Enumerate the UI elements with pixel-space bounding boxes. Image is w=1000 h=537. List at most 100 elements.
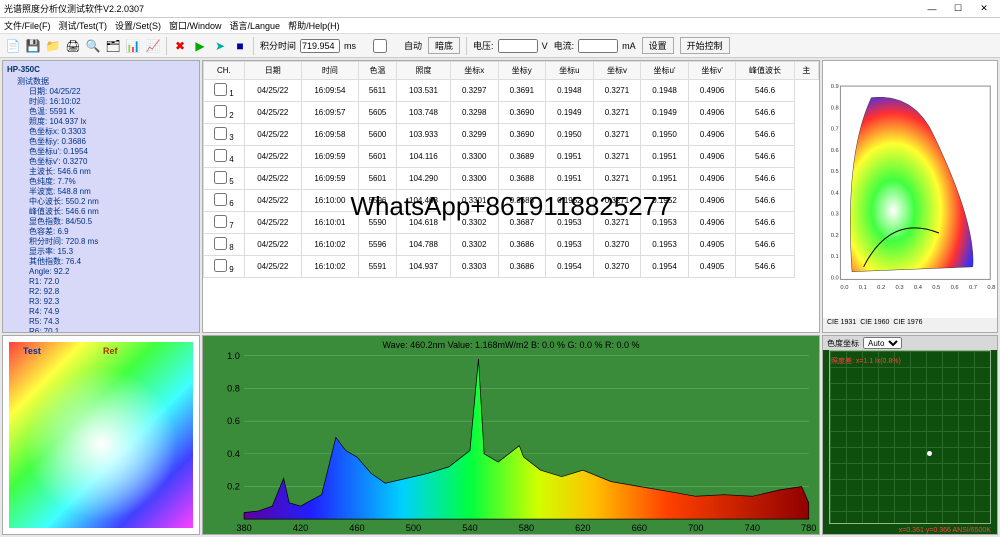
menu-help[interactable]: 帮助/Help(H) — [288, 19, 340, 32]
tree-item[interactable]: 日期: 04/25/22 — [7, 87, 195, 97]
svg-text:0.7: 0.7 — [969, 285, 977, 291]
tree-item[interactable]: 时间: 16:10:02 — [7, 97, 195, 107]
table-row[interactable]: 504/25/2216:09:595601104.2900.33000.3688… — [204, 168, 819, 190]
row-checkbox[interactable] — [214, 127, 227, 140]
table-row[interactable]: 404/25/2216:09:595601104.1160.33000.3689… — [204, 146, 819, 168]
menu-test[interactable]: 测试/Test(T) — [59, 19, 108, 32]
row-checkbox[interactable] — [214, 193, 227, 206]
row-checkbox[interactable] — [214, 259, 227, 272]
row-checkbox[interactable] — [214, 83, 227, 96]
tree-item[interactable]: 色纯度: 7.7% — [7, 177, 195, 187]
dark-button[interactable]: 暗底 — [428, 37, 460, 54]
column-header[interactable]: 日期 — [244, 62, 301, 80]
row-checkbox[interactable] — [214, 237, 227, 250]
tree-item[interactable]: 色坐标x: 0.3303 — [7, 127, 195, 137]
row-checkbox[interactable] — [214, 171, 227, 184]
integral-input[interactable] — [300, 39, 340, 53]
voltage-input[interactable] — [498, 39, 538, 53]
stop-icon[interactable]: ■ — [231, 37, 249, 55]
search-icon[interactable]: 🔍 — [84, 37, 102, 55]
cancel-icon[interactable]: ✖ — [171, 37, 189, 55]
svg-text:0.3: 0.3 — [896, 285, 904, 291]
minimize-button[interactable]: — — [920, 2, 944, 16]
go-icon[interactable]: ➤ — [211, 37, 229, 55]
play-icon[interactable]: ▶ — [191, 37, 209, 55]
svg-text:0.4: 0.4 — [227, 449, 240, 459]
device-node[interactable]: HP-350C — [7, 65, 195, 75]
table-row[interactable]: 904/25/2216:10:025591104.9370.33030.3686… — [204, 256, 819, 278]
current-input[interactable] — [578, 39, 618, 53]
cie-tab-1960[interactable]: CIE 1960 — [860, 319, 889, 331]
tree-item[interactable]: 峰值波长: 546.6 nm — [7, 207, 195, 217]
tree-item[interactable]: 色坐标y: 0.3686 — [7, 137, 195, 147]
table-row[interactable]: 104/25/2216:09:545611103.5310.32970.3691… — [204, 80, 819, 102]
tree-item[interactable]: 色坐标v': 0.3270 — [7, 157, 195, 167]
cie-tab-1931[interactable]: CIE 1931 — [827, 319, 856, 331]
table-row[interactable]: 604/25/2216:10:005596104.4630.33010.3688… — [204, 190, 819, 212]
tree-item[interactable]: 主波长: 546.6 nm — [7, 167, 195, 177]
new-icon[interactable]: 📄 — [4, 37, 22, 55]
tree-item[interactable]: R4: 74.9 — [7, 307, 195, 317]
data-icon[interactable]: 🗂 — [104, 37, 122, 55]
tree-item[interactable]: 积分时间: 720.8 ms — [7, 237, 195, 247]
column-header[interactable]: 坐标x — [450, 62, 498, 80]
print-icon[interactable]: 🖨 — [64, 37, 82, 55]
voltage-unit: V — [542, 41, 548, 51]
tree-item[interactable]: 显示率: 15.3 — [7, 247, 195, 257]
column-header[interactable]: 坐标u' — [641, 62, 689, 80]
column-header[interactable]: 坐标v' — [688, 62, 736, 80]
tree-item[interactable]: R6: 70.1 — [7, 327, 195, 333]
voltage-label: 电压: — [473, 39, 494, 52]
start-button[interactable]: 开始控制 — [680, 37, 730, 54]
tree-item[interactable]: 色温: 5591 K — [7, 107, 195, 117]
table-row[interactable]: 204/25/2216:09:575605103.7480.32980.3690… — [204, 102, 819, 124]
settings-button[interactable]: 设置 — [642, 37, 674, 54]
auto-checkbox[interactable] — [360, 39, 400, 53]
column-header[interactable]: 坐标v — [593, 62, 641, 80]
column-header[interactable]: 坐标y — [498, 62, 546, 80]
column-header[interactable]: 照度 — [397, 62, 451, 80]
svg-text:580: 580 — [519, 523, 534, 533]
column-header[interactable]: 峰值波长 — [736, 62, 794, 80]
tree-item[interactable]: R2: 92.8 — [7, 287, 195, 297]
table-row[interactable]: 804/25/2216:10:025596104.7880.33020.3686… — [204, 234, 819, 256]
chart-icon[interactable]: 📊 — [124, 37, 142, 55]
close-button[interactable]: ✕ — [972, 2, 996, 16]
menu-file[interactable]: 文件/File(F) — [4, 19, 51, 32]
column-header[interactable]: 坐标u — [546, 62, 594, 80]
column-header[interactable]: 时间 — [301, 62, 358, 80]
open-icon[interactable]: 📁 — [44, 37, 62, 55]
tree-item[interactable]: Angle: 92.2 — [7, 267, 195, 277]
coordinate-mode-select[interactable]: Auto — [863, 337, 902, 349]
tree-item[interactable]: 色坐标u': 0.1954 — [7, 147, 195, 157]
tree-item[interactable]: 显色指数: 84/50.5 — [7, 217, 195, 227]
tree-item[interactable]: 照度: 104.937 lx — [7, 117, 195, 127]
row-checkbox[interactable] — [214, 149, 227, 162]
menu-language[interactable]: 语言/Langue — [230, 19, 281, 32]
maximize-button[interactable]: ☐ — [946, 2, 970, 16]
save-icon[interactable]: 💾 — [24, 37, 42, 55]
row-checkbox[interactable] — [214, 215, 227, 228]
tree-item[interactable]: R5: 74.3 — [7, 317, 195, 327]
tree-item[interactable]: 色容差: 6.9 — [7, 227, 195, 237]
svg-text:380: 380 — [236, 523, 251, 533]
row-checkbox[interactable] — [214, 105, 227, 118]
column-header[interactable]: CH. — [204, 62, 245, 80]
graph-icon[interactable]: 📈 — [144, 37, 162, 55]
auto-label: 自动 — [404, 39, 422, 52]
table-row[interactable]: 704/25/2216:10:015590104.6180.33020.3687… — [204, 212, 819, 234]
tree-item[interactable]: R3: 92.3 — [7, 297, 195, 307]
cie-tab-1976[interactable]: CIE 1976 — [893, 319, 922, 331]
column-header[interactable]: 主 — [794, 62, 818, 80]
tree-item[interactable]: 其他指数: 76.4 — [7, 257, 195, 267]
menu-set[interactable]: 设置/Set(S) — [115, 19, 161, 32]
parameter-tree: HP-350C 测试数据 日期: 04/25/22时间: 16:10:02色温:… — [2, 60, 200, 333]
data-group-node[interactable]: 测试数据 — [7, 77, 195, 87]
tree-item[interactable]: R1: 72.0 — [7, 277, 195, 287]
tree-item[interactable]: 半波宽: 548.8 nm — [7, 187, 195, 197]
table-row[interactable]: 304/25/2216:09:585600103.9330.32990.3690… — [204, 124, 819, 146]
menu-window[interactable]: 窗口/Window — [169, 19, 222, 32]
tree-item[interactable]: 中心波长: 550.2 nm — [7, 197, 195, 207]
title-bar: 光谱照度分析仪测试软件V2.2.0307 — ☐ ✕ — [0, 0, 1000, 18]
column-header[interactable]: 色温 — [358, 62, 396, 80]
